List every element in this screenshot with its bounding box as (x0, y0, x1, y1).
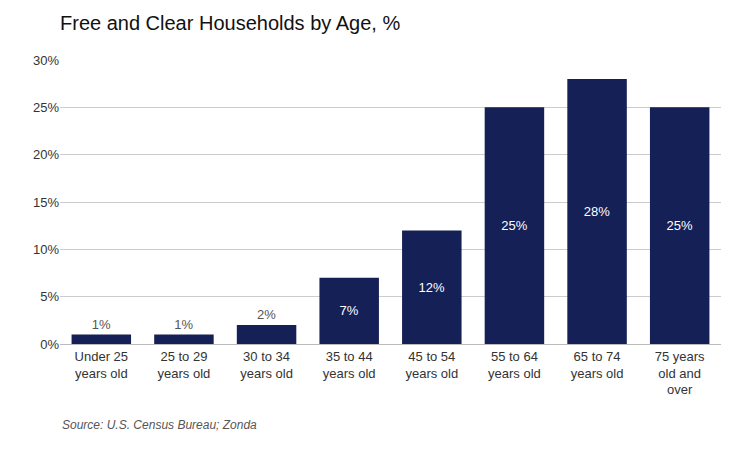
svg-text:25%: 25% (33, 100, 59, 115)
svg-text:25%: 25% (666, 218, 692, 233)
svg-text:7%: 7% (340, 303, 359, 318)
svg-text:30%: 30% (33, 53, 59, 68)
svg-text:Under 25years old: Under 25years old (75, 349, 128, 381)
svg-text:75 yearsold andover: 75 yearsold andover (655, 349, 705, 398)
svg-text:25 to 29years old: 25 to 29years old (158, 349, 211, 381)
svg-text:55 to 64years old: 55 to 64years old (488, 349, 541, 381)
svg-text:10%: 10% (33, 242, 59, 257)
svg-text:Free and Clear Households by A: Free and Clear Households by Age, % (60, 12, 400, 34)
svg-text:25%: 25% (501, 218, 527, 233)
svg-text:Source: U.S. Census Bureau; Zo: Source: U.S. Census Bureau; Zonda (62, 418, 257, 432)
svg-text:65 to 74years old: 65 to 74years old (571, 349, 624, 381)
svg-text:35 to 44years old: 35 to 44years old (323, 349, 376, 381)
svg-text:45 to 54years old: 45 to 54years old (405, 349, 458, 381)
svg-text:28%: 28% (584, 204, 610, 219)
svg-text:15%: 15% (33, 195, 59, 210)
svg-text:1%: 1% (92, 317, 111, 332)
svg-text:20%: 20% (33, 147, 59, 162)
svg-text:30 to 34years old: 30 to 34years old (240, 349, 293, 381)
svg-text:5%: 5% (40, 289, 59, 304)
svg-text:12%: 12% (419, 280, 445, 295)
svg-text:1%: 1% (174, 317, 193, 332)
svg-text:0%: 0% (40, 337, 59, 352)
svg-text:2%: 2% (257, 307, 276, 322)
